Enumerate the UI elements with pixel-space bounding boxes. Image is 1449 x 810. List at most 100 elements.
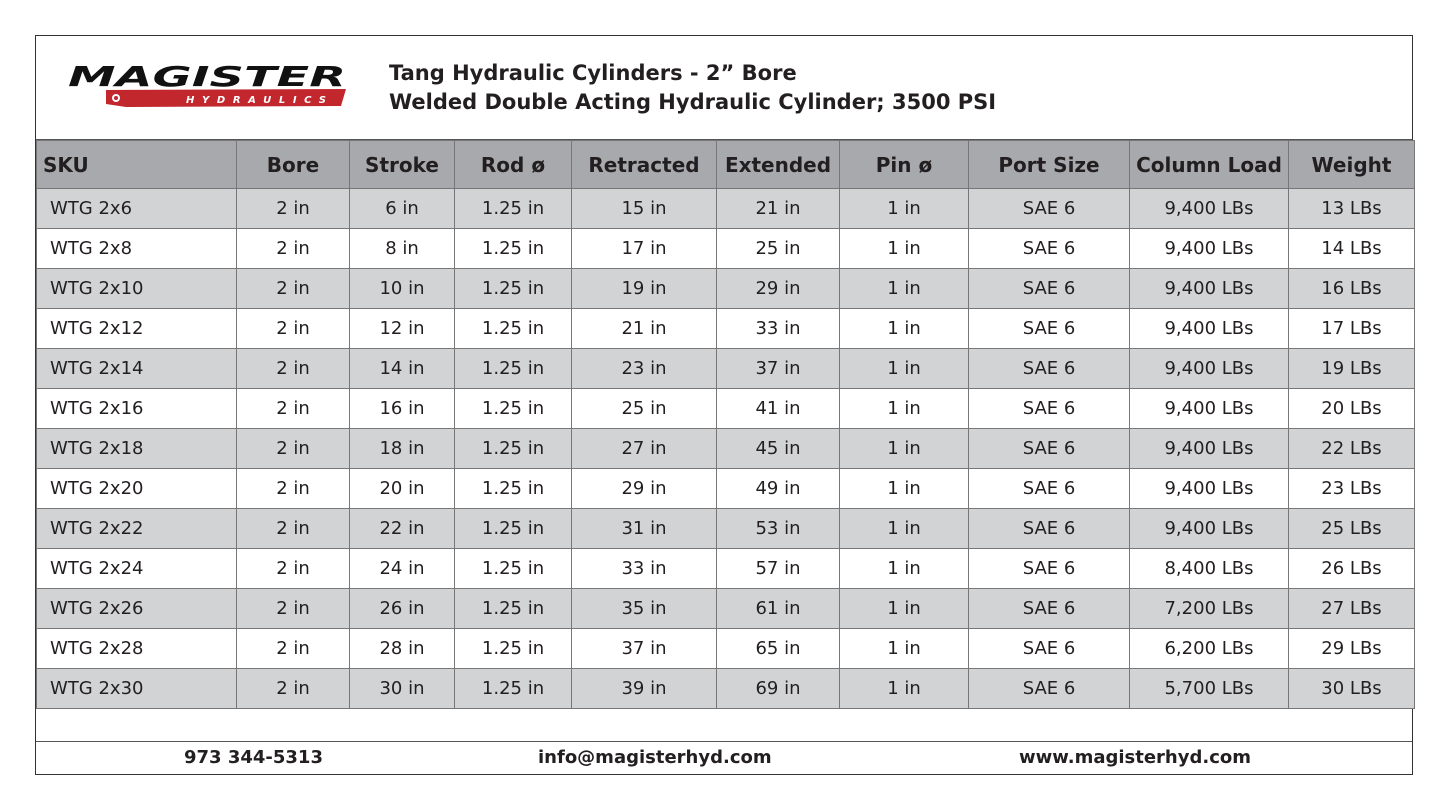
table-cell: 2 in [236, 268, 350, 309]
table-cell: 1.25 in [454, 588, 572, 629]
table-row: WTG 2x18 2 in 18 in 1.25 in 27 in 45 in 1 in SA… [36, 428, 1415, 469]
table-cell: 14 in [349, 348, 455, 389]
table-cell: 22 LBs [1288, 428, 1415, 469]
table-cell: 9,400 LBs [1129, 348, 1289, 389]
email-link[interactable]: info@magisterhyd.com [538, 747, 772, 768]
table-cell: SAE 6 [968, 588, 1130, 629]
table-cell: 33 in [716, 308, 840, 349]
table-cell: 9,400 LBs [1129, 268, 1289, 309]
table-cell: 24 in [349, 548, 455, 589]
table-cell: 30 LBs [1288, 668, 1415, 709]
table-cell: 18 in [349, 428, 455, 469]
table-cell: 1 in [839, 268, 969, 309]
table-cell: 21 in [716, 188, 840, 229]
table-cell: 6,200 LBs [1129, 628, 1289, 669]
page-subtitle: Welded Double Acting Hydraulic Cylinder;… [389, 90, 997, 114]
table-cell: 1.25 in [454, 268, 572, 309]
table-cell: 16 LBs [1288, 268, 1415, 309]
table-cell: 27 LBs [1288, 588, 1415, 629]
table-cell: 12 in [349, 308, 455, 349]
table-cell: 1.25 in [454, 628, 572, 669]
table-cell: 9,400 LBs [1129, 388, 1289, 429]
table-cell: WTG 2x18 [36, 428, 237, 469]
table-cell: 61 in [716, 588, 840, 629]
table-row: WTG 2x30 2 in 30 in 1.25 in 39 in 69 in 1 in SA… [36, 668, 1415, 709]
table-cell: 25 in [716, 228, 840, 269]
table-row: WTG 2x6 2 in 6 in 1.25 in 15 in 21 in 1 in SAE … [36, 188, 1415, 229]
table-header-row: SKU Bore Stroke Rod ø Retracted Extended Pin ø… [36, 140, 1415, 189]
table-row: WTG 2x20 2 in 20 in 1.25 in 29 in 49 in 1 in SA… [36, 468, 1415, 509]
table-row: WTG 2x10 2 in 10 in 1.25 in 19 in 29 in 1 in SA… [36, 268, 1415, 309]
table-cell: 1 in [839, 228, 969, 269]
table-cell: WTG 2x12 [36, 308, 237, 349]
table-cell: 28 in [349, 628, 455, 669]
table-cell: SAE 6 [968, 388, 1130, 429]
column-header: Port Size [968, 140, 1130, 189]
table-cell: 31 in [571, 508, 717, 549]
table-cell: 1.25 in [454, 508, 572, 549]
svg-text:MAGISTER: MAGISTER [68, 60, 346, 93]
table-cell: 2 in [236, 588, 350, 629]
footer: 973 344-5313 info@magisterhyd.com www.ma… [36, 741, 1412, 774]
table-cell: 20 in [349, 468, 455, 509]
table-row: WTG 2x14 2 in 14 in 1.25 in 23 in 37 in 1 in SA… [36, 348, 1415, 389]
table-cell: 53 in [716, 508, 840, 549]
table-cell: 1 in [839, 428, 969, 469]
table-cell: 25 LBs [1288, 508, 1415, 549]
table-cell: 45 in [716, 428, 840, 469]
table-cell: 49 in [716, 468, 840, 509]
table-cell: WTG 2x24 [36, 548, 237, 589]
column-header: Stroke [349, 140, 455, 189]
table-row: WTG 2x22 2 in 22 in 1.25 in 31 in 53 in 1 in SA… [36, 508, 1415, 549]
table-row: WTG 2x12 2 in 12 in 1.25 in 21 in 33 in 1 in SA… [36, 308, 1415, 349]
table-cell: 37 in [716, 348, 840, 389]
table-cell: WTG 2x10 [36, 268, 237, 309]
table-cell: 17 in [571, 228, 717, 269]
table-cell: 25 in [571, 388, 717, 429]
table-cell: WTG 2x22 [36, 508, 237, 549]
table-cell: 1.25 in [454, 668, 572, 709]
table-cell: SAE 6 [968, 308, 1130, 349]
table-cell: 29 in [571, 468, 717, 509]
table-cell: 15 in [571, 188, 717, 229]
table-cell: 9,400 LBs [1129, 428, 1289, 469]
table-cell: 2 in [236, 628, 350, 669]
table-cell: 29 in [716, 268, 840, 309]
table-row: WTG 2x24 2 in 24 in 1.25 in 33 in 57 in 1 in SA… [36, 548, 1415, 589]
spec-table: SKU Bore Stroke Rod ø Retracted Extended Pin ø… [36, 140, 1415, 709]
table-cell: 9,400 LBs [1129, 308, 1289, 349]
table-cell: SAE 6 [968, 468, 1130, 509]
table-cell: WTG 2x28 [36, 628, 237, 669]
table-cell: 2 in [236, 508, 350, 549]
table-cell: 16 in [349, 388, 455, 429]
table-row: WTG 2x16 2 in 16 in 1.25 in 25 in 41 in 1 in SA… [36, 388, 1415, 429]
table-cell: SAE 6 [968, 428, 1130, 469]
table-cell: 21 in [571, 308, 717, 349]
table-cell: 9,400 LBs [1129, 508, 1289, 549]
table-cell: 9,400 LBs [1129, 228, 1289, 269]
column-header: Column Load [1129, 140, 1289, 189]
table-cell: 2 in [236, 388, 350, 429]
table-cell: 1 in [839, 508, 969, 549]
table-cell: 23 LBs [1288, 468, 1415, 509]
spec-sheet: MAGISTER HYDRAULICS Tang Hydraulic Cylin… [35, 35, 1415, 775]
table-cell: 1.25 in [454, 188, 572, 229]
table-cell: 19 in [571, 268, 717, 309]
table-cell: SAE 6 [968, 268, 1130, 309]
table-cell: 9,400 LBs [1129, 188, 1289, 229]
table-cell: 2 in [236, 428, 350, 469]
page-title: Tang Hydraulic Cylinders - 2” Bore [389, 61, 797, 85]
table-cell: 39 in [571, 668, 717, 709]
table-cell: 27 in [571, 428, 717, 469]
table-cell: SAE 6 [968, 188, 1130, 229]
table-cell: 19 LBs [1288, 348, 1415, 389]
table-cell: 13 LBs [1288, 188, 1415, 229]
table-row: WTG 2x28 2 in 28 in 1.25 in 37 in 65 in 1 in SA… [36, 628, 1415, 669]
table-cell: 26 LBs [1288, 548, 1415, 589]
website-link[interactable]: www.magisterhyd.com [1019, 747, 1251, 768]
table-cell: 1.25 in [454, 388, 572, 429]
column-header: Retracted [571, 140, 717, 189]
table-cell: SAE 6 [968, 668, 1130, 709]
column-header: Extended [716, 140, 840, 189]
table-cell: 1.25 in [454, 308, 572, 349]
